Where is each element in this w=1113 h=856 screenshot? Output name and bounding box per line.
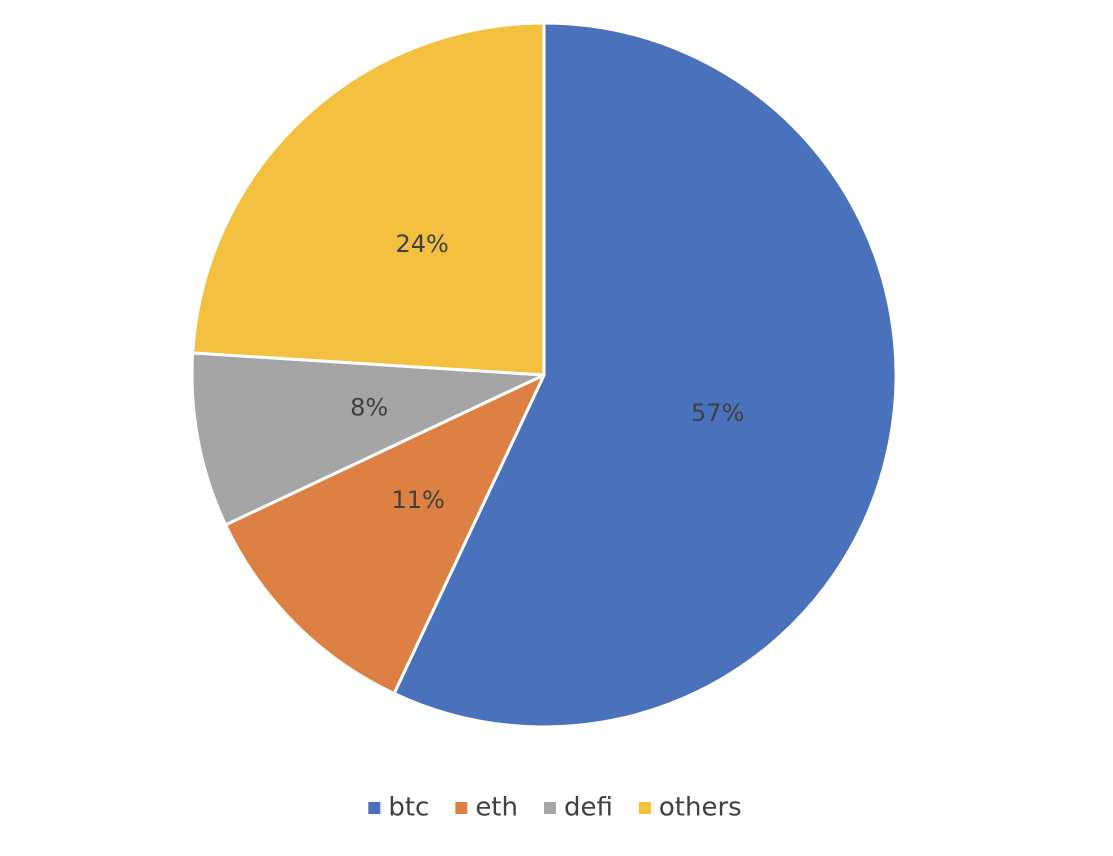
- data-label: 8%: [350, 393, 388, 421]
- pie-slice: [392, 21, 898, 729]
- data-label: 24%: [395, 230, 448, 258]
- legend-marker: [368, 802, 381, 814]
- data-label: 57%: [691, 399, 744, 427]
- legend-marker: [455, 802, 468, 814]
- legend-label: defi: [564, 793, 613, 823]
- pie-slice: [190, 351, 546, 527]
- legend-label: eth: [475, 793, 518, 823]
- pie-slice: [224, 373, 546, 695]
- data-label: 11%: [391, 486, 444, 514]
- legend-marker: [543, 802, 556, 814]
- pie-slice: [191, 21, 546, 377]
- legend-marker: [638, 802, 651, 814]
- legend-label: btc: [388, 793, 429, 823]
- legend-label: others: [659, 793, 742, 823]
- legend: btc eth defi others: [368, 793, 742, 823]
